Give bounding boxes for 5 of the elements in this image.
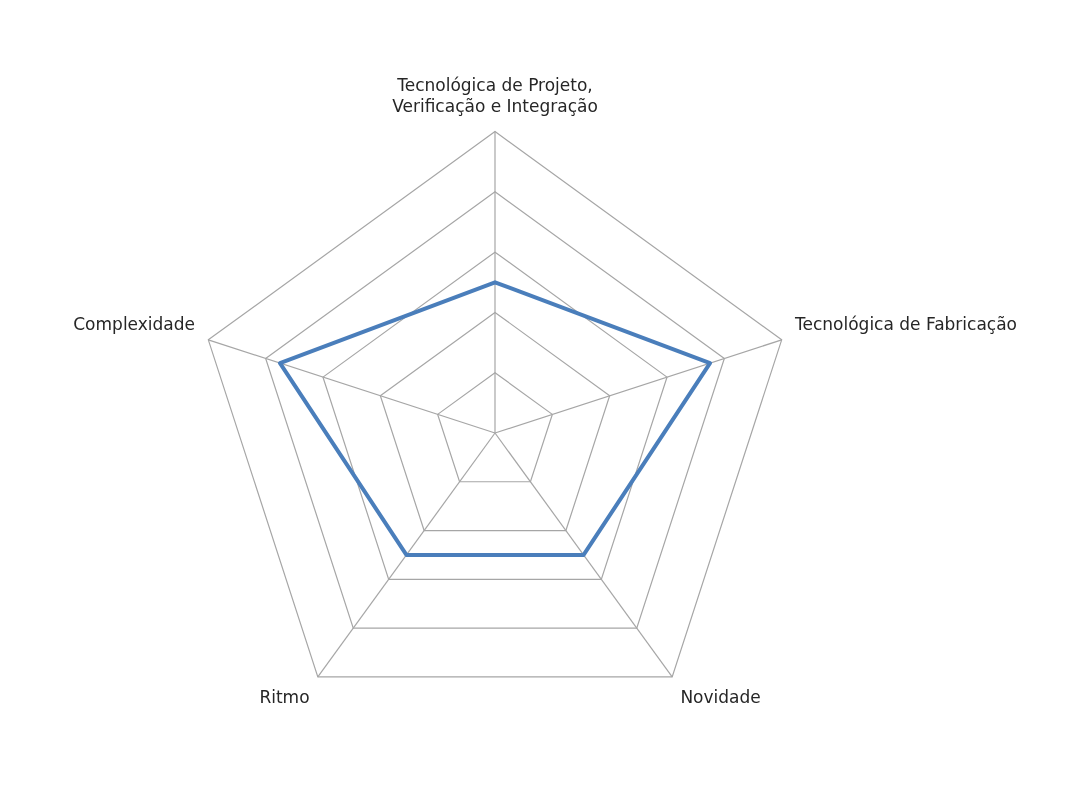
spoke-label: Tecnológica de Projeto, Verificação e Integração	[392, 75, 598, 116]
spoke-label: Ritmo	[259, 686, 310, 707]
spoke-label: Tecnológica de Fabricação	[794, 313, 1018, 334]
spoke-label: Complexidade	[73, 313, 195, 334]
spoke-label: Novidade	[680, 686, 761, 707]
